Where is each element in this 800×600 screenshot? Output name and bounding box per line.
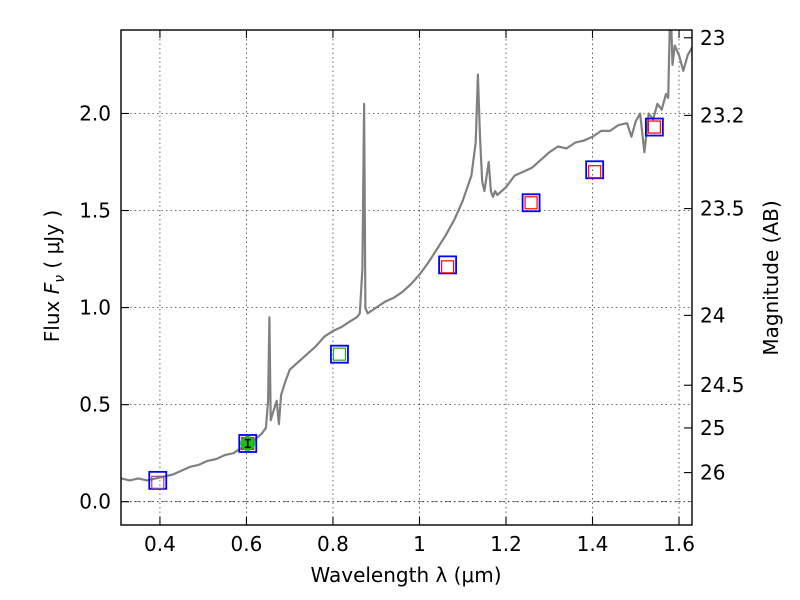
magnitude-tick-label: 24 bbox=[700, 303, 725, 327]
magnitude-tick-label: 23 bbox=[700, 26, 725, 50]
x-tick-label: 0.6 bbox=[231, 532, 263, 556]
y-tick-label: 2.0 bbox=[79, 101, 111, 125]
x-tick-label: 0.8 bbox=[317, 532, 349, 556]
magnitude-tick-label: 23.2 bbox=[700, 103, 745, 127]
observed-photometry-box bbox=[647, 120, 661, 134]
grid-lines bbox=[121, 30, 692, 525]
y-tick-label: 0.5 bbox=[79, 393, 111, 417]
photometry-points bbox=[148, 117, 664, 490]
spectrum-line bbox=[121, 30, 692, 482]
y-tick-label: 0.0 bbox=[79, 490, 111, 514]
magnitude-tick-label: 24.5 bbox=[700, 373, 745, 397]
observed-photometry-box bbox=[151, 475, 165, 489]
model-photometry-box bbox=[644, 117, 664, 137]
x-tick-label: 1 bbox=[413, 532, 426, 556]
right-axis-title: Magnitude (AB) bbox=[759, 200, 783, 355]
x-tick-label: 1.6 bbox=[663, 532, 695, 556]
y-axis-title-prefix: Flux bbox=[40, 294, 64, 342]
magnitude-tick-label: 26 bbox=[700, 461, 725, 485]
plot-frame bbox=[120, 29, 693, 526]
y-axis-title: Flux Fν ( μJy ) bbox=[40, 210, 68, 342]
magnitude-tick-label: 25 bbox=[700, 416, 725, 440]
observed-photometry-box bbox=[440, 260, 455, 274]
y-tick-label: 1.5 bbox=[79, 199, 111, 223]
y-axis-title-symbol: F bbox=[40, 282, 64, 294]
axis-ticks: 0.4 0.6 0.8 1 1.2 1.4 1.6 0.0 0.5 1.0 1.5 2.0 23 23.2… bbox=[79, 26, 744, 556]
model-photometry-box bbox=[330, 344, 349, 364]
x-axis-title: Wavelength λ (μm) bbox=[310, 563, 501, 587]
y-axis-title-subscript: ν bbox=[52, 275, 68, 283]
x-tick-label: 0.4 bbox=[144, 532, 176, 556]
y-tick-label: 1.0 bbox=[79, 296, 111, 320]
magnitude-tick-label: 23.5 bbox=[700, 197, 745, 221]
observed-photometry-box bbox=[332, 347, 347, 361]
y-axis-title-unit: ( μJy ) bbox=[40, 210, 64, 275]
model-photometry-box bbox=[238, 434, 258, 453]
observed-photometry-box bbox=[588, 165, 602, 179]
observed-photometry-box bbox=[524, 196, 538, 210]
model-photometry-box bbox=[521, 193, 541, 213]
x-tick-label: 1.4 bbox=[577, 532, 609, 556]
x-tick-label: 1.2 bbox=[490, 532, 522, 556]
